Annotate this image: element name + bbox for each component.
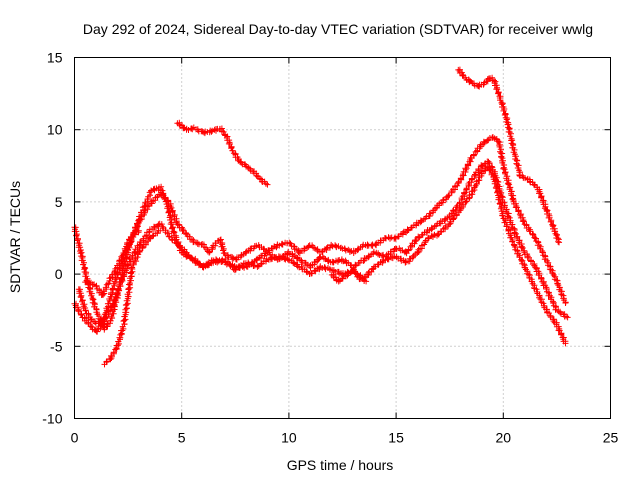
x-tick-label: 20	[496, 430, 512, 446]
data-point-markers	[71, 134, 569, 333]
x-tick-label: 0	[71, 430, 79, 446]
y-tick-label: 15	[47, 50, 63, 66]
y-tick-labels: -10 -5 0 5 10 15	[42, 50, 62, 427]
plot-frame	[74, 57, 611, 419]
y-tick-label: -5	[50, 338, 63, 354]
y-tick-label: 10	[47, 122, 63, 138]
tick-marks	[74, 57, 611, 419]
data-point-markers	[174, 119, 271, 188]
series-track-7	[455, 66, 563, 246]
data-point-markers	[82, 227, 142, 298]
series-track-1	[71, 134, 569, 333]
y-tick-label: 5	[55, 194, 63, 210]
x-tick-label: 10	[281, 430, 297, 446]
data-point-markers	[75, 163, 569, 347]
y-tick-label: -10	[42, 411, 62, 427]
chart-title: Day 292 of 2024, Sidereal Day-to-day VTE…	[83, 21, 593, 37]
series-track-4	[101, 227, 164, 368]
data-points	[71, 66, 571, 368]
x-tick-label: 25	[603, 430, 619, 446]
x-tick-labels: 0 5 10 15 20 25	[71, 430, 619, 446]
series-track-5	[82, 227, 142, 298]
x-tick-label: 5	[178, 430, 186, 446]
x-tick-label: 15	[388, 430, 404, 446]
x-axis-label: GPS time / hours	[287, 457, 394, 473]
y-axis-label: SDTVAR / TECUs	[7, 181, 23, 293]
data-point-markers	[328, 266, 370, 285]
series-track-6	[174, 119, 271, 188]
data-point-markers	[455, 66, 563, 246]
data-point-markers	[101, 227, 164, 368]
grid	[74, 57, 611, 419]
series-track-3	[75, 163, 569, 347]
series-track-8	[328, 266, 370, 285]
y-tick-label: 0	[55, 266, 63, 282]
